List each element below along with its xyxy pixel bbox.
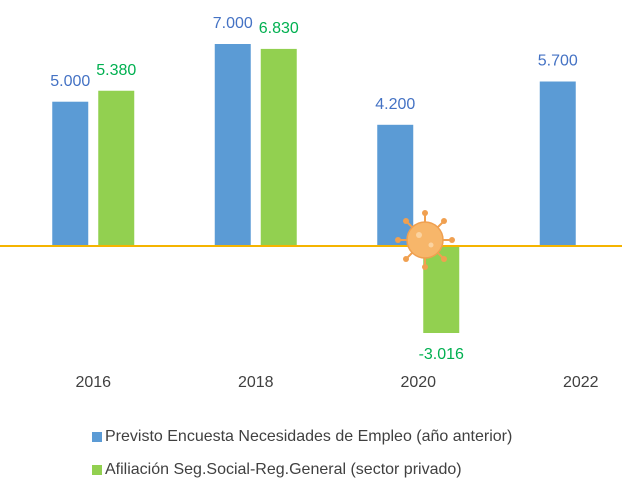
legend-label: Previsto Encuesta Necesidades de Empleo … — [105, 428, 512, 445]
bar — [377, 124, 414, 246]
bar — [98, 90, 135, 246]
data-label: 5.700 — [538, 53, 578, 70]
data-label: 5.380 — [96, 62, 136, 79]
bar — [539, 81, 576, 246]
data-label: 4.200 — [375, 96, 415, 113]
legend-swatch — [92, 465, 102, 475]
data-label: 5.000 — [50, 73, 90, 90]
bar — [260, 48, 297, 246]
bar — [52, 101, 89, 246]
data-label: 6.830 — [259, 20, 299, 37]
legend-swatch — [92, 432, 102, 442]
x-tick-label: 2018 — [238, 374, 274, 391]
x-tick-label: 2022 — [563, 374, 599, 391]
bar — [423, 245, 460, 334]
legend-label: Afiliación Seg.Social-Reg.General (secto… — [105, 461, 462, 478]
x-tick-label: 2020 — [400, 374, 436, 391]
x-tick-label: 2016 — [75, 374, 111, 391]
virus-icon — [395, 210, 455, 270]
bar — [214, 44, 251, 246]
data-label: 7.000 — [213, 15, 253, 32]
data-label: -3.016 — [419, 346, 464, 363]
